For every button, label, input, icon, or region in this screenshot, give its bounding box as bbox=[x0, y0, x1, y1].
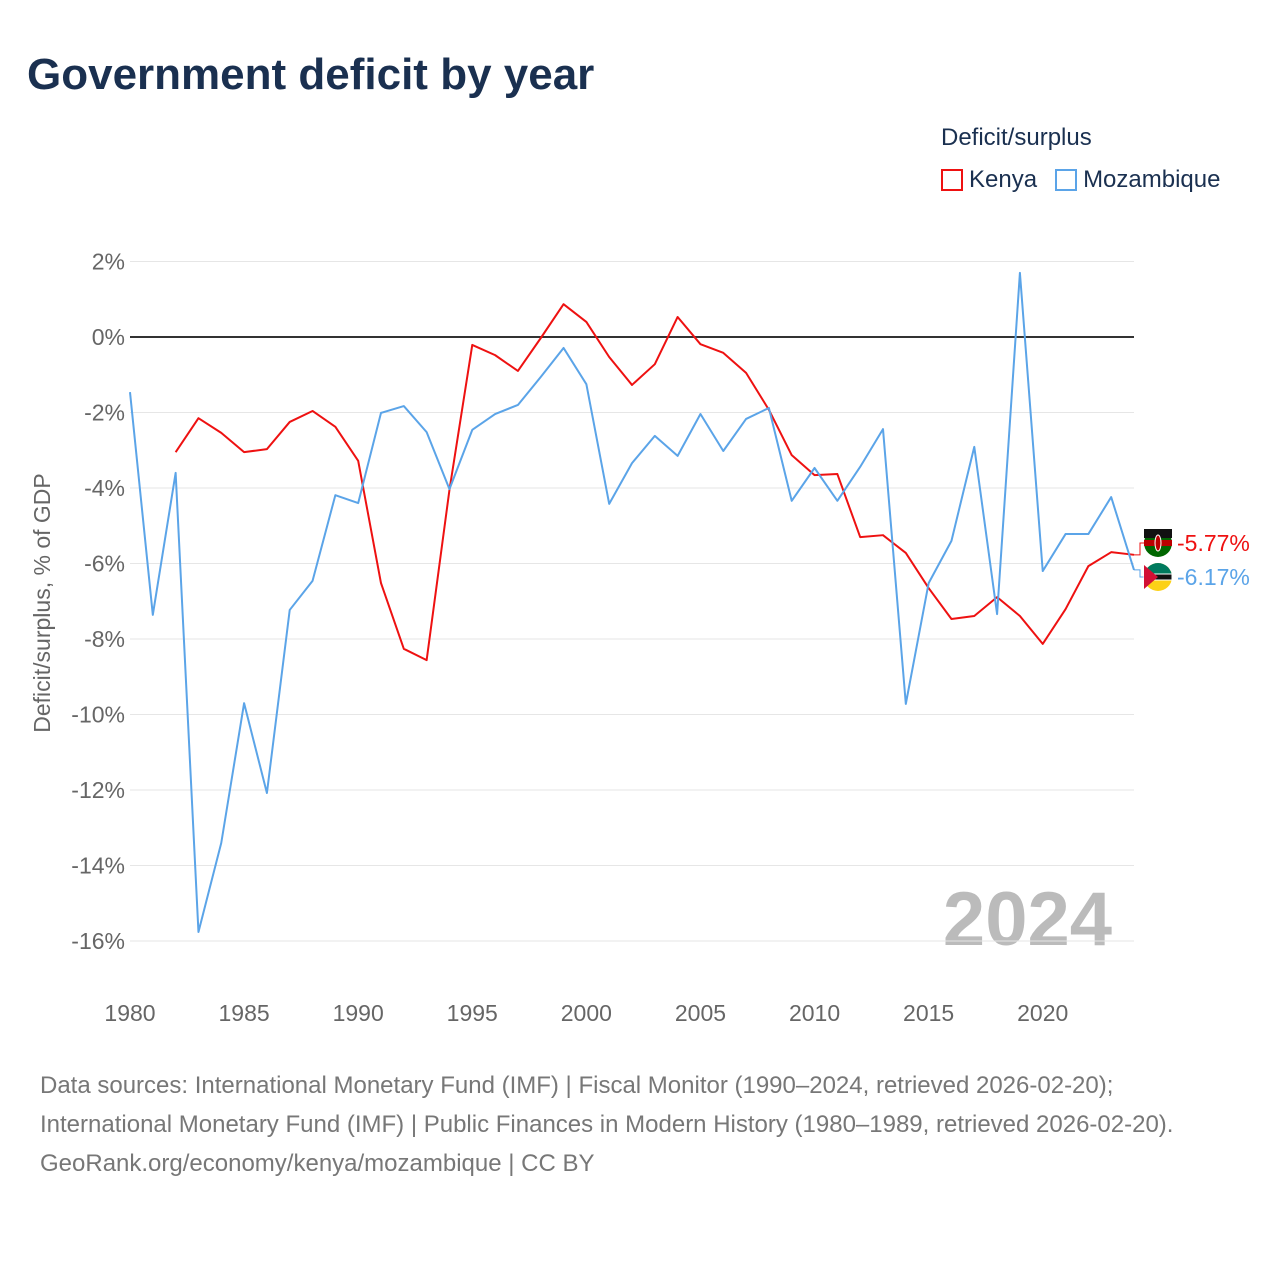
end-connector bbox=[1134, 542, 1145, 556]
y-tick-label: -2% bbox=[84, 400, 125, 426]
end-connector bbox=[1134, 569, 1145, 578]
x-tick-label: 2005 bbox=[675, 1000, 726, 1026]
y-tick-label: -16% bbox=[71, 928, 125, 954]
x-tick-label: 2010 bbox=[789, 1000, 840, 1026]
end-value-label-mozambique: -6.17% bbox=[1177, 564, 1250, 590]
flag-shield bbox=[1154, 534, 1162, 552]
y-tick-label: 0% bbox=[92, 324, 125, 350]
legend-swatch-kenya bbox=[941, 169, 963, 191]
sources: Data sources: International Monetary Fun… bbox=[40, 1066, 1240, 1183]
flag-stripe bbox=[1144, 529, 1172, 538]
year-watermark: 2024 bbox=[943, 877, 1112, 962]
legend-label-mozambique: Mozambique bbox=[1083, 166, 1221, 193]
sources-text: Data sources: International Monetary Fun… bbox=[40, 1072, 1174, 1138]
x-tick-label: 1980 bbox=[104, 1000, 155, 1026]
x-tick-label: 1985 bbox=[219, 1000, 270, 1026]
x-tick-label: 1990 bbox=[333, 1000, 384, 1026]
flag-triangle bbox=[1144, 565, 1158, 589]
x-tick-label: 1995 bbox=[447, 1000, 498, 1026]
series-line-kenya bbox=[174, 303, 1135, 662]
y-tick-label: -6% bbox=[84, 551, 125, 577]
y-tick-label: -4% bbox=[84, 475, 125, 501]
y-tick-label: 2% bbox=[92, 249, 125, 275]
x-tick-label: 2000 bbox=[561, 1000, 612, 1026]
y-tick-label: -10% bbox=[71, 702, 125, 728]
x-tick-label: 2015 bbox=[903, 1000, 954, 1026]
legend-title: Deficit/surplus bbox=[941, 124, 1092, 151]
line-chart: 2024 2% 0% -2% -4% -6% -8% -10% -12% -14% -16% 1980… bbox=[29, 249, 1250, 1027]
y-tick-label: -14% bbox=[71, 853, 125, 879]
legend-swatch-mozambique bbox=[1055, 169, 1078, 191]
legend-item-mozambique[interactable]: Mozambique bbox=[1055, 166, 1220, 194]
y-axis-label: Deficit/surplus, % of GDP bbox=[29, 473, 55, 732]
series-line-mozambique bbox=[129, 271, 1135, 933]
chart-title: Government deficit by year bbox=[27, 50, 595, 99]
legend-label-kenya: Kenya bbox=[969, 166, 1038, 193]
y-tick-label: -8% bbox=[84, 626, 125, 652]
legend-item-kenya[interactable]: Kenya bbox=[941, 166, 1037, 194]
end-value-label-kenya: -5.77% bbox=[1177, 530, 1250, 556]
attribution-link[interactable]: GeoRank.org/economy/kenya/mozambique | C… bbox=[40, 1150, 595, 1177]
legend: Kenya Mozambique bbox=[941, 166, 1220, 194]
x-tick-label: 2020 bbox=[1017, 1000, 1068, 1026]
y-tick-label: -12% bbox=[71, 777, 125, 803]
